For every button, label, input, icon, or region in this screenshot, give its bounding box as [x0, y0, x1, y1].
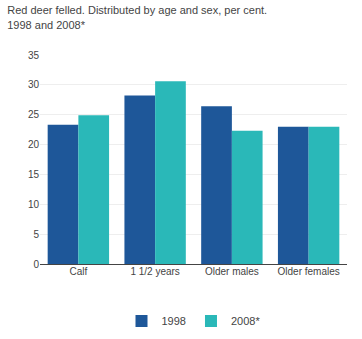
svg-text:2008*: 2008* [231, 315, 260, 327]
svg-text:35: 35 [28, 50, 40, 61]
svg-text:15: 15 [28, 169, 40, 180]
svg-text:Calf: Calf [69, 266, 87, 277]
svg-text:10: 10 [28, 199, 40, 210]
svg-text:1998: 1998 [162, 315, 186, 327]
svg-text:Red deer felled. Distributed b: Red deer felled. Distributed by age and … [7, 4, 267, 30]
svg-text:5: 5 [33, 229, 39, 240]
svg-text:25: 25 [28, 109, 40, 120]
svg-text:20: 20 [28, 139, 40, 150]
svg-text:0: 0 [33, 259, 39, 270]
svg-text:Older females: Older females [278, 266, 340, 277]
svg-text:30: 30 [28, 79, 40, 90]
svg-text:1 1/2 years: 1 1/2 years [130, 266, 179, 277]
svg-text:Older males: Older males [205, 266, 259, 277]
